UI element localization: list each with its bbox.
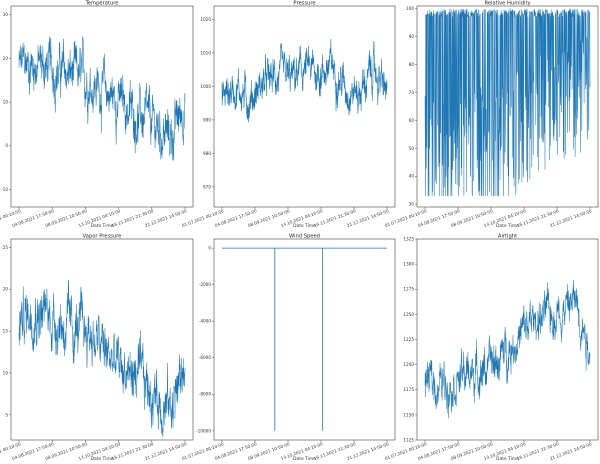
y-tick-label: 1000: [200, 84, 211, 89]
chart-title: Wind Speed: [289, 234, 320, 240]
x-axis-label: Date Time: [91, 456, 114, 462]
y-tick-label: 1300: [403, 262, 414, 267]
plot-frame: [213, 238, 396, 441]
y-tick-label: 1225: [403, 337, 414, 342]
plot-frame: [416, 5, 599, 208]
data-line: [18, 36, 186, 161]
plot-frame: [10, 238, 194, 441]
y-tick-label: 980: [203, 151, 211, 156]
y-tick-label: 1150: [403, 412, 414, 417]
data-line: [18, 280, 186, 437]
y-tick-label: -10000: [196, 428, 211, 433]
y-tick-label: 1125: [403, 437, 414, 442]
data-line: [424, 279, 591, 419]
data-line: [221, 38, 388, 123]
y-tick-label: 1020: [200, 17, 211, 22]
chart-title: Relative Humidity: [484, 1, 530, 7]
y-tick-label: 90: [409, 34, 415, 39]
y-tick-label: 1200: [403, 362, 414, 367]
plot-frame: [416, 238, 599, 441]
y-tick-label: 1275: [403, 287, 414, 292]
y-tick-label: 1175: [403, 387, 414, 392]
chart-title: Vapor Pressure: [83, 234, 122, 240]
y-tick-label: 40: [409, 174, 415, 179]
y-tick-label: 5: [5, 412, 8, 417]
x-axis-label: Date Time: [496, 456, 519, 462]
y-tick-label: -2000: [199, 282, 212, 287]
y-tick-label: 990: [203, 117, 211, 122]
y-tick-label: 10: [3, 370, 9, 375]
plot-frame: [213, 5, 396, 208]
data-line: [424, 8, 591, 197]
y-tick-label: 1325: [403, 236, 414, 241]
y-tick-label: 970: [203, 184, 211, 189]
y-tick-label: 50: [409, 146, 415, 151]
y-tick-label: -6000: [199, 355, 212, 360]
chart-title: Pressure: [293, 1, 315, 7]
x-axis-label: Date Time: [293, 456, 316, 462]
y-tick-label: 70: [409, 90, 415, 95]
y-tick-label: -10: [1, 187, 8, 192]
chart-title: Temperature: [85, 1, 119, 7]
x-axis-label: Date Time: [91, 223, 114, 229]
x-axis-label: Date Time: [496, 223, 519, 229]
y-tick-label: 30: [3, 12, 9, 17]
y-tick-label: -4000: [199, 319, 212, 324]
chart-title: Airtight: [498, 234, 517, 240]
y-tick-label: 15: [3, 329, 9, 334]
y-tick-label: 10: [3, 100, 9, 105]
y-tick-label: -8000: [199, 392, 212, 397]
y-tick-label: 100: [406, 6, 414, 11]
x-axis-label: Date Time: [293, 223, 316, 229]
y-tick-label: 25: [3, 245, 9, 250]
y-tick-label: 0: [208, 246, 211, 251]
y-tick-label: 80: [409, 62, 415, 67]
y-tick-label: 30: [409, 202, 415, 207]
plot-frame: [10, 5, 194, 208]
y-tick-label: 1250: [403, 312, 414, 317]
y-tick-label: 1010: [200, 50, 211, 55]
y-tick-label: 60: [409, 118, 415, 123]
y-tick-label: 20: [3, 56, 9, 61]
y-tick-label: 0: [5, 143, 8, 148]
y-tick-label: 20: [3, 287, 9, 292]
